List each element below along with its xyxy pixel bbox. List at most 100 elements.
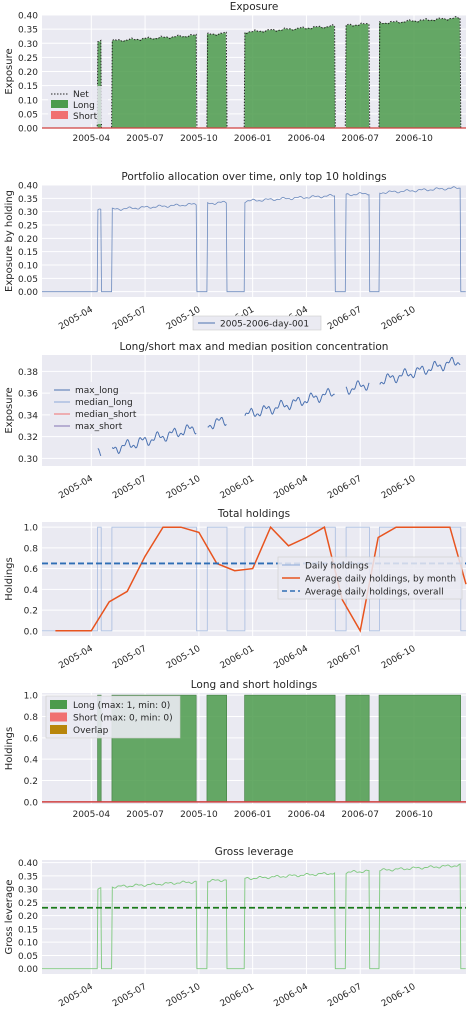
legend-label: median_short <box>75 410 137 420</box>
legend-swatch-short <box>51 111 68 119</box>
legend-box <box>192 315 322 331</box>
net-exposure-line <box>42 16 466 129</box>
max-long-line <box>97 356 461 457</box>
x-tick-label: 2005-07 <box>126 810 164 820</box>
legend-label: Average daily holdings, overall <box>305 588 444 598</box>
y-tick-label: 0.2 <box>24 607 38 617</box>
x-tick-label: 2005-04 <box>57 644 95 672</box>
long-exposure-area <box>206 32 227 129</box>
chart-title: Total holdings <box>217 508 290 520</box>
y-tick-label: 0.40 <box>18 859 38 869</box>
legend-label: Average daily holdings, by month <box>305 575 456 585</box>
legend-label: Net <box>73 90 89 100</box>
x-tick-label: 2006-01 <box>219 982 257 1009</box>
y-tick-label: 1.0 <box>24 692 39 702</box>
chart-exposure: Exposure 0.00 0.05 0.10 0.15 0.20 0.25 0.30 0.35… <box>4 1 466 144</box>
x-tick-label: 2006-07 <box>326 474 364 501</box>
long-holdings-area <box>345 694 370 803</box>
y-tick-label: 0.05 <box>18 275 38 285</box>
y-tick-label: 0.05 <box>18 952 38 962</box>
x-tick-label: 2006-04 <box>272 474 310 502</box>
x-tick-label: 2005-07 <box>111 305 149 332</box>
y-tick-label: 0.0 <box>24 798 39 808</box>
y-tick-label: 0.30 <box>18 886 38 896</box>
x-tick-label: 2005-10 <box>180 134 218 144</box>
y-tick-label: 0.30 <box>18 208 38 218</box>
y-tick-label: 0.35 <box>18 195 38 205</box>
legend: Long (max: 1, min: 0) Short (max: 0, min:… <box>45 695 181 739</box>
y-axis-label: Exposure <box>4 387 15 433</box>
chart-title: Exposure <box>230 1 279 13</box>
y-tick-label: 0.36 <box>18 390 38 400</box>
x-tick-label: 2005-07 <box>126 134 164 144</box>
y-tick-label: 0.20 <box>18 912 38 922</box>
y-axis-label: Exposure <box>4 48 15 94</box>
legend-label: max_short <box>75 422 123 432</box>
y-tick-label: 0.40 <box>18 12 38 22</box>
x-tick-label: 2005-10 <box>165 644 203 672</box>
long-exposure-area <box>379 17 461 128</box>
legend-swatch-long <box>51 100 68 108</box>
y-tick-label: 0.0 <box>24 627 39 637</box>
chart-concentration: Long/short max and median position conce… <box>4 341 466 501</box>
y-axis-label: Gross leverage <box>4 879 15 954</box>
y-tick-label: 0.4 <box>24 586 39 596</box>
x-tick-label: 2006-10 <box>380 644 418 672</box>
y-tick-label: 0.6 <box>24 565 39 575</box>
legend-box <box>277 556 463 600</box>
chart-total_holdings: Total holdings 0.0 0.2 0.4 0.6 0.8 1.0 2005-04 2… <box>4 508 467 672</box>
chart-allocation: Portfolio allocation over time, only top… <box>4 171 466 332</box>
y-tick-label: 0.8 <box>24 544 39 554</box>
legend: Daily holdings Average daily holdings, by… <box>277 556 463 600</box>
x-tick-label: 2006-10 <box>380 982 418 1010</box>
x-tick-label: 2006-07 <box>326 644 364 671</box>
x-tick-label: 2005-07 <box>111 474 149 501</box>
y-axis-label: Exposure by holding <box>4 190 15 292</box>
x-tick-label: 2006-04 <box>272 982 310 1010</box>
y-tick-label: 0.20 <box>18 235 38 245</box>
daily-holdings-line <box>42 526 466 632</box>
y-tick-label: 0.25 <box>18 899 38 909</box>
y-tick-label: 0.15 <box>18 82 38 92</box>
legend-label: Short <box>73 112 98 122</box>
x-tick-label: 2006-07 <box>341 134 379 144</box>
y-tick-label: 0.30 <box>18 40 38 50</box>
chart-gross_leverage: Gross leverage 0.00 0.05 0.10 0.15 0.20 0.25 0.… <box>4 846 466 1009</box>
legend-label: 2005-2006-day-001 <box>220 320 309 330</box>
y-tick-label: 0.34 <box>18 411 38 421</box>
long-exposure-area <box>111 34 197 128</box>
y-tick-label: 0.38 <box>18 368 38 378</box>
legend-label: max_long <box>75 386 119 396</box>
legend-box <box>50 382 130 434</box>
long-holdings-area <box>244 694 336 803</box>
x-tick-label: 2005-04 <box>72 134 110 144</box>
x-tick-label: 2006-10 <box>380 474 418 502</box>
legend: 2005-2006-day-001 <box>192 315 322 331</box>
chart-title: Portfolio allocation over time, only top… <box>121 171 386 183</box>
x-tick-label: 2006-07 <box>326 982 364 1009</box>
chart-title: Long and short holdings <box>191 679 318 691</box>
x-tick-label: 2006-01 <box>219 474 257 501</box>
long-holdings-area <box>206 694 227 803</box>
legend-swatch <box>50 700 67 709</box>
legend-swatch <box>50 725 67 734</box>
y-tick-label: 0.10 <box>18 96 38 106</box>
y-tick-label: 0.05 <box>18 110 38 120</box>
x-tick-label: 2005-10 <box>180 810 218 820</box>
gross-leverage-line <box>42 863 466 970</box>
legend-label: Overlap <box>73 726 109 736</box>
long-exposure-area <box>244 25 336 129</box>
y-tick-label: 0.40 <box>18 182 38 192</box>
plot-area <box>42 185 466 297</box>
legend-label: median_long <box>75 398 133 408</box>
y-tick-label: 0.15 <box>18 248 38 258</box>
x-tick-label: 2005-10 <box>165 474 203 502</box>
x-tick-label: 2005-07 <box>111 982 149 1009</box>
y-tick-label: 0.30 <box>18 455 38 465</box>
y-tick-label: 0.6 <box>24 734 39 744</box>
x-tick-label: 2006-10 <box>395 810 433 820</box>
x-tick-label: 2006-07 <box>326 305 364 332</box>
plot-area <box>42 860 466 974</box>
legend-label: Long <box>73 101 95 111</box>
